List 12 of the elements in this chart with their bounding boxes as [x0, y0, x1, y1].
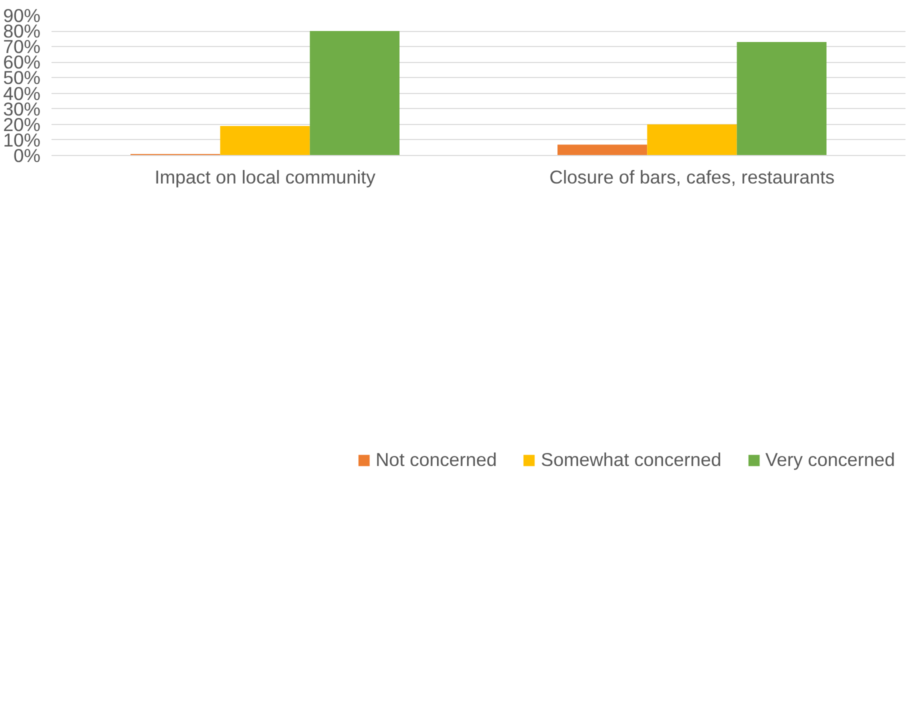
- y-tick-label: 0%: [14, 145, 41, 166]
- legend-label: Very concerned: [765, 449, 895, 471]
- bar: [647, 124, 737, 156]
- bar: [220, 126, 310, 156]
- bar: [310, 31, 400, 156]
- legend-label: Not concerned: [376, 449, 497, 471]
- x-tick-label: Closure of bars, cafes, restaurants: [549, 166, 835, 188]
- x-tick-label: Impact on local community: [154, 166, 376, 188]
- bar: [557, 144, 648, 156]
- y-tick-label: 90%: [3, 5, 41, 26]
- bar: [736, 42, 827, 156]
- legend-label: Somewhat concerned: [540, 449, 722, 471]
